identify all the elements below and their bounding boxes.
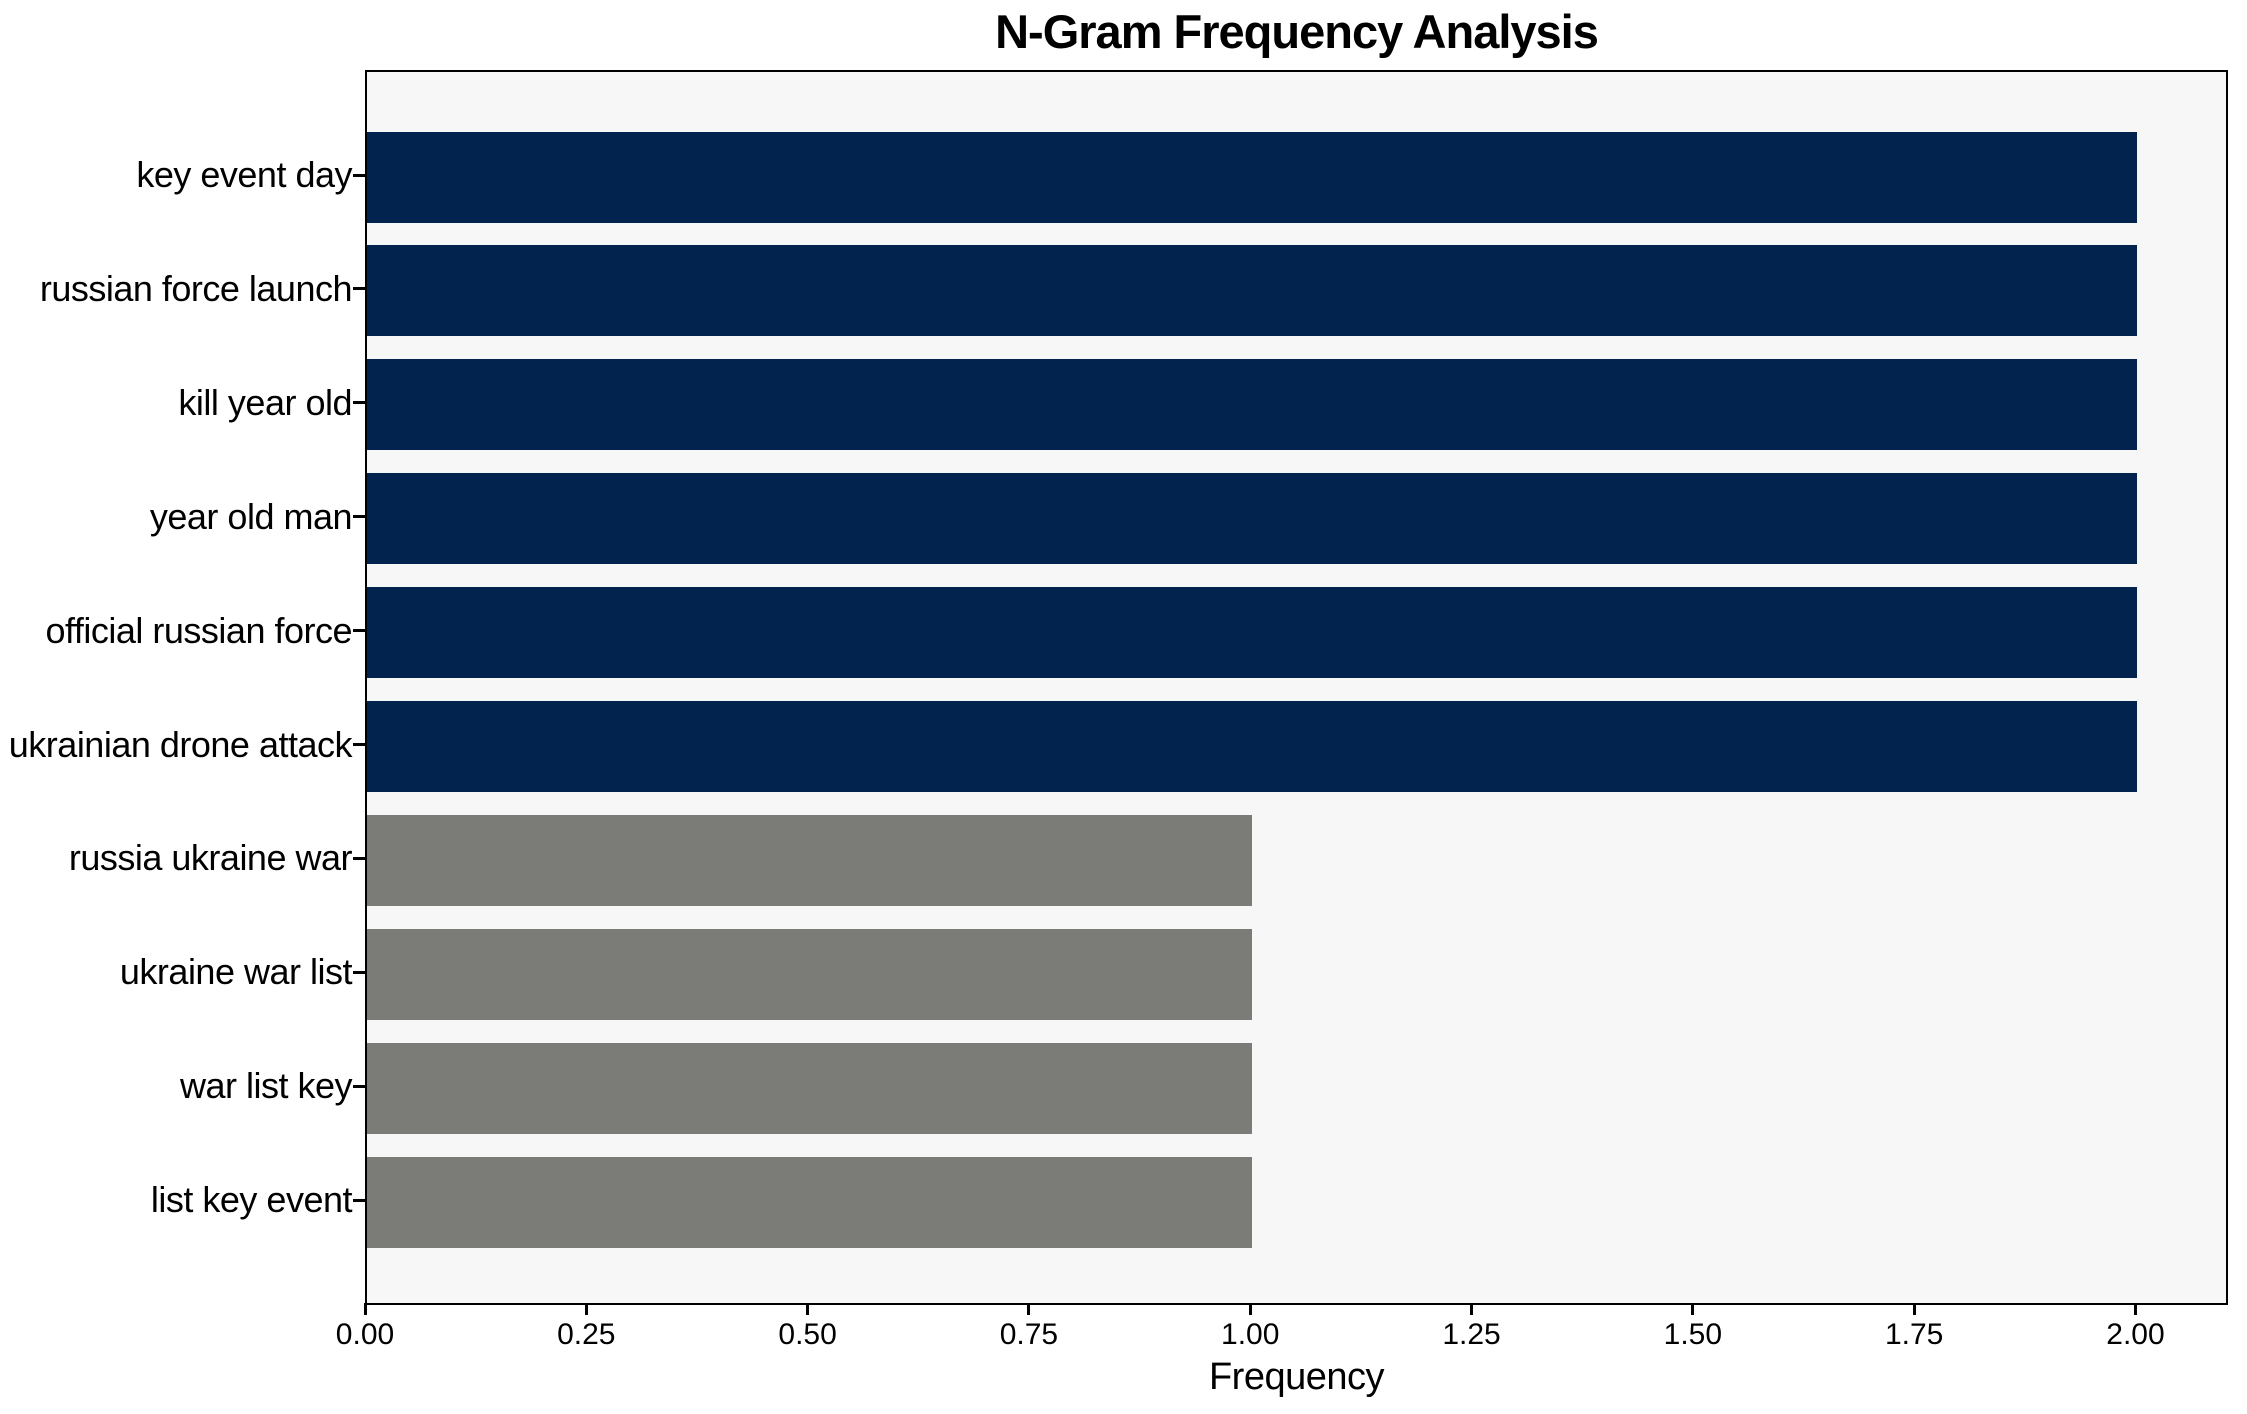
bar [367, 1156, 1253, 1248]
x-tick-label: 0.50 [778, 1318, 837, 1351]
x-tick-label: 1.00 [1221, 1318, 1280, 1351]
x-tick-label: 2.00 [2106, 1318, 2165, 1351]
x-tick-mark [1470, 1303, 1474, 1315]
y-tick-mark [353, 287, 365, 291]
bar [367, 928, 1253, 1020]
x-tick-mark [1691, 1303, 1695, 1315]
bar [367, 245, 2138, 337]
y-tick-label: war list key [179, 1065, 353, 1107]
y-tick-label: russia ukraine war [68, 837, 353, 879]
x-tick-mark [1248, 1303, 1252, 1315]
x-tick-label: 1.75 [1884, 1318, 1944, 1351]
y-tick-label: kill year old [178, 381, 352, 423]
y-tick-mark [353, 629, 365, 633]
bar [367, 814, 1253, 906]
y-tick-label: ukrainian drone attack [8, 723, 353, 765]
y-tick-label: year old man [149, 495, 353, 537]
y-tick-label: list key event [150, 1179, 353, 1221]
y-tick-mark [353, 743, 365, 746]
x-tick-mark [1912, 1303, 1916, 1315]
y-tick-label: official russian force [45, 609, 353, 651]
y-tick-mark [353, 856, 365, 860]
x-tick-label: 0.75 [999, 1318, 1059, 1351]
x-tick-mark [806, 1303, 810, 1315]
y-tick-label: ukraine war list [119, 951, 353, 993]
y-tick-mark [353, 970, 365, 974]
y-tick-mark [353, 173, 365, 177]
x-tick-mark [1027, 1303, 1031, 1315]
y-tick-mark [353, 1198, 365, 1202]
chart-title: N-Gram Frequency Analysis [995, 5, 1599, 58]
bar [367, 587, 2138, 679]
x-axis-label: Frequency [1208, 1356, 1385, 1398]
y-tick-label: russian force launch [39, 267, 353, 309]
y-tick-mark [353, 1084, 365, 1088]
plot-area [367, 72, 2226, 1303]
x-tick-label: 1.25 [1442, 1318, 1501, 1351]
x-tick-mark [363, 1303, 367, 1315]
bar [367, 701, 2138, 792]
x-tick-label: 0.00 [335, 1318, 395, 1351]
bar [367, 473, 2138, 565]
bar [367, 1042, 1253, 1134]
y-tick-label: key event day [136, 154, 352, 195]
x-tick-mark [584, 1303, 588, 1315]
bar [367, 359, 2138, 451]
x-tick-mark [2133, 1303, 2137, 1315]
y-tick-mark [353, 515, 365, 519]
y-tick-mark [353, 401, 365, 405]
x-tick-label: 1.50 [1663, 1318, 1723, 1351]
bar [367, 131, 2138, 223]
x-tick-label: 0.25 [557, 1318, 616, 1351]
